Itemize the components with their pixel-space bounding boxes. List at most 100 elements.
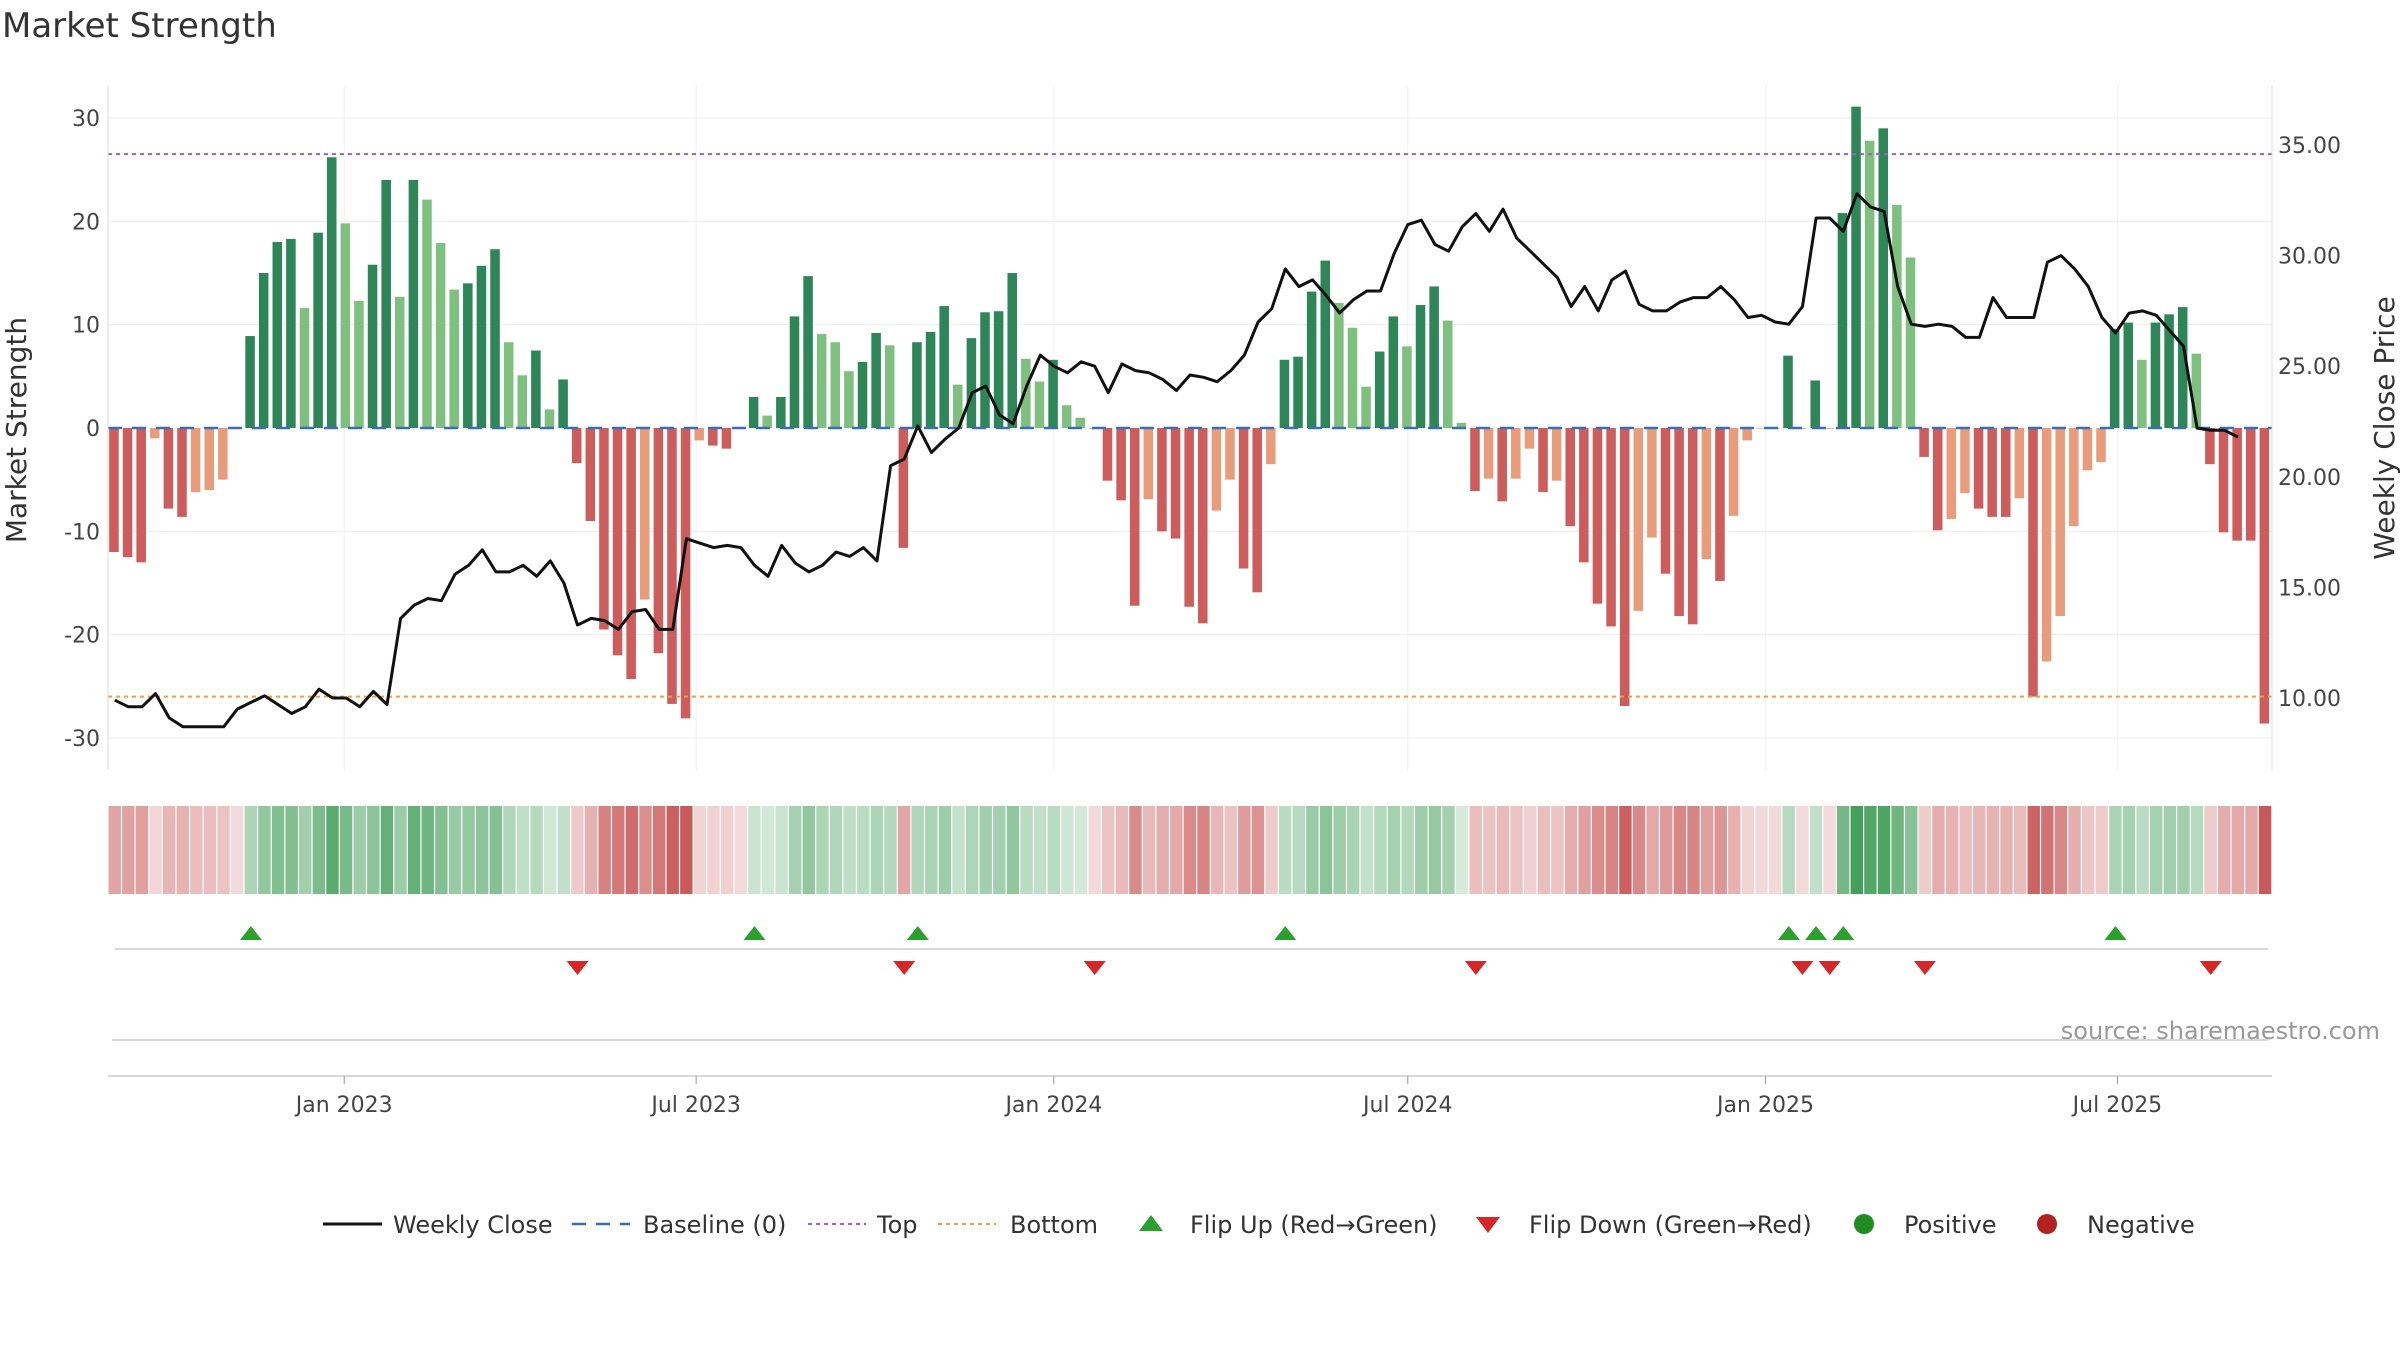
heat-cell bbox=[2218, 806, 2231, 894]
strength-bar bbox=[1851, 106, 1861, 428]
strength-bar bbox=[2055, 428, 2065, 617]
heat-cell bbox=[149, 806, 162, 894]
strength-bar bbox=[993, 311, 1004, 428]
flip-up-marker bbox=[239, 926, 262, 940]
flip-up-marker bbox=[1777, 926, 1800, 940]
heat-cell bbox=[1469, 806, 1482, 894]
heat-cell bbox=[1673, 806, 1687, 894]
y-tick-label: -10 bbox=[64, 520, 100, 545]
strength-bar bbox=[1647, 428, 1657, 538]
strength-bar bbox=[1238, 428, 1249, 569]
legend-flip-down-swatch bbox=[1476, 1217, 1500, 1233]
heat-cell bbox=[748, 806, 761, 894]
strength-bar bbox=[1837, 213, 1848, 428]
heat-cell bbox=[2258, 806, 2272, 894]
strength-bar bbox=[1579, 428, 1589, 563]
heat-cell bbox=[421, 806, 434, 894]
heat-cell bbox=[789, 806, 802, 894]
strength-bar bbox=[721, 428, 732, 449]
heat-cell bbox=[1278, 806, 1292, 894]
strength-bar bbox=[163, 428, 174, 509]
strength-bar bbox=[585, 428, 596, 521]
heat-cell bbox=[1265, 806, 1278, 894]
strength-bar bbox=[762, 415, 773, 428]
strength-bar bbox=[395, 296, 405, 428]
strength-bar bbox=[1511, 428, 1521, 479]
strength-bar bbox=[1824, 428, 1834, 429]
heat-cell bbox=[1197, 806, 1210, 894]
legend-positive-swatch bbox=[1854, 1214, 1874, 1234]
heat-cell bbox=[394, 806, 407, 894]
heat-cell bbox=[829, 806, 843, 894]
strength-bar bbox=[1061, 405, 1072, 428]
strength-bar bbox=[258, 273, 269, 428]
heat-cell bbox=[979, 806, 992, 894]
strength-bar bbox=[1225, 428, 1235, 480]
legend: Weekly Close Baseline (0) Top Bottom Flip Up… bbox=[323, 1211, 2195, 1239]
y2-tick-label: 10.00 bbox=[2278, 687, 2341, 712]
heat-cell bbox=[1986, 806, 2000, 894]
strength-bar bbox=[1864, 140, 1875, 428]
heat-cell bbox=[1061, 806, 1074, 894]
heat-cell bbox=[938, 806, 952, 894]
heat-cell bbox=[135, 806, 149, 894]
heat-cell bbox=[1973, 806, 1986, 894]
flip-up-marker bbox=[2104, 926, 2127, 940]
heat-cell bbox=[2068, 806, 2081, 894]
strength-bar bbox=[1483, 428, 1494, 479]
strength-bar bbox=[776, 397, 786, 428]
strength-bar bbox=[748, 397, 759, 428]
x-axis: Jan 2023 Jul 2023 Jan 2024 Jul 2024 Jan 2025… bbox=[294, 1076, 2162, 1118]
heat-cell bbox=[1768, 806, 1782, 894]
strength-bar bbox=[136, 428, 146, 563]
heat-cell bbox=[1442, 806, 1455, 894]
heat-cell bbox=[2136, 806, 2149, 894]
strength-bar bbox=[1252, 428, 1262, 593]
heat-cell bbox=[1347, 806, 1360, 894]
heat-cell bbox=[2177, 806, 2190, 894]
heat-cell bbox=[2163, 806, 2177, 894]
heat-cell bbox=[312, 806, 326, 894]
heat-cell bbox=[584, 806, 598, 894]
strength-bar bbox=[2245, 428, 2256, 541]
strength-bar bbox=[463, 283, 473, 428]
strength-bar bbox=[2137, 359, 2147, 428]
heat-cell bbox=[2054, 806, 2068, 894]
strength-bar bbox=[1701, 428, 1712, 560]
strength-bar bbox=[680, 428, 691, 719]
chart-title: Market Strength bbox=[2, 6, 277, 46]
strength-bar bbox=[830, 342, 841, 428]
heat-cell bbox=[339, 806, 353, 894]
source-text: source: sharemaestro.com bbox=[2061, 1017, 2380, 1045]
strength-bar bbox=[2096, 428, 2106, 463]
heat-cell bbox=[1796, 806, 1809, 894]
heat-cell bbox=[462, 806, 475, 894]
heat-cell bbox=[190, 806, 203, 894]
heat-cell bbox=[1809, 806, 1823, 894]
heat-cell bbox=[353, 806, 366, 894]
strength-bar bbox=[1347, 327, 1358, 428]
strength-bar bbox=[1211, 428, 1222, 511]
heat-cell bbox=[2000, 806, 2013, 894]
heat-cell bbox=[2081, 806, 2095, 894]
strength-bar bbox=[1919, 428, 1929, 457]
strength-bar bbox=[1442, 320, 1453, 428]
strength-bar bbox=[1170, 428, 1181, 539]
axes-layer: -30 -20 -10 0 10 20 30 10.00 15.00 20.00 25.00 30.0… bbox=[0, 85, 2400, 770]
strength-bar bbox=[204, 428, 214, 490]
heat-cell bbox=[1319, 806, 1333, 894]
heat-cell bbox=[1523, 806, 1537, 894]
y2-axis-title: Weekly Close Price bbox=[2368, 296, 2400, 559]
strength-bar bbox=[1892, 204, 1902, 428]
strength-bar bbox=[884, 345, 895, 428]
strength-bar bbox=[1606, 428, 1616, 627]
heat-cell bbox=[1877, 806, 1891, 894]
flip-up-marker bbox=[1832, 926, 1855, 940]
strength-bar bbox=[2164, 314, 2174, 428]
heat-cell bbox=[176, 806, 189, 894]
heat-cell bbox=[1646, 806, 1659, 894]
heat-cell bbox=[1578, 806, 1591, 894]
heat-strip bbox=[108, 806, 2272, 894]
heat-cell bbox=[884, 806, 897, 894]
